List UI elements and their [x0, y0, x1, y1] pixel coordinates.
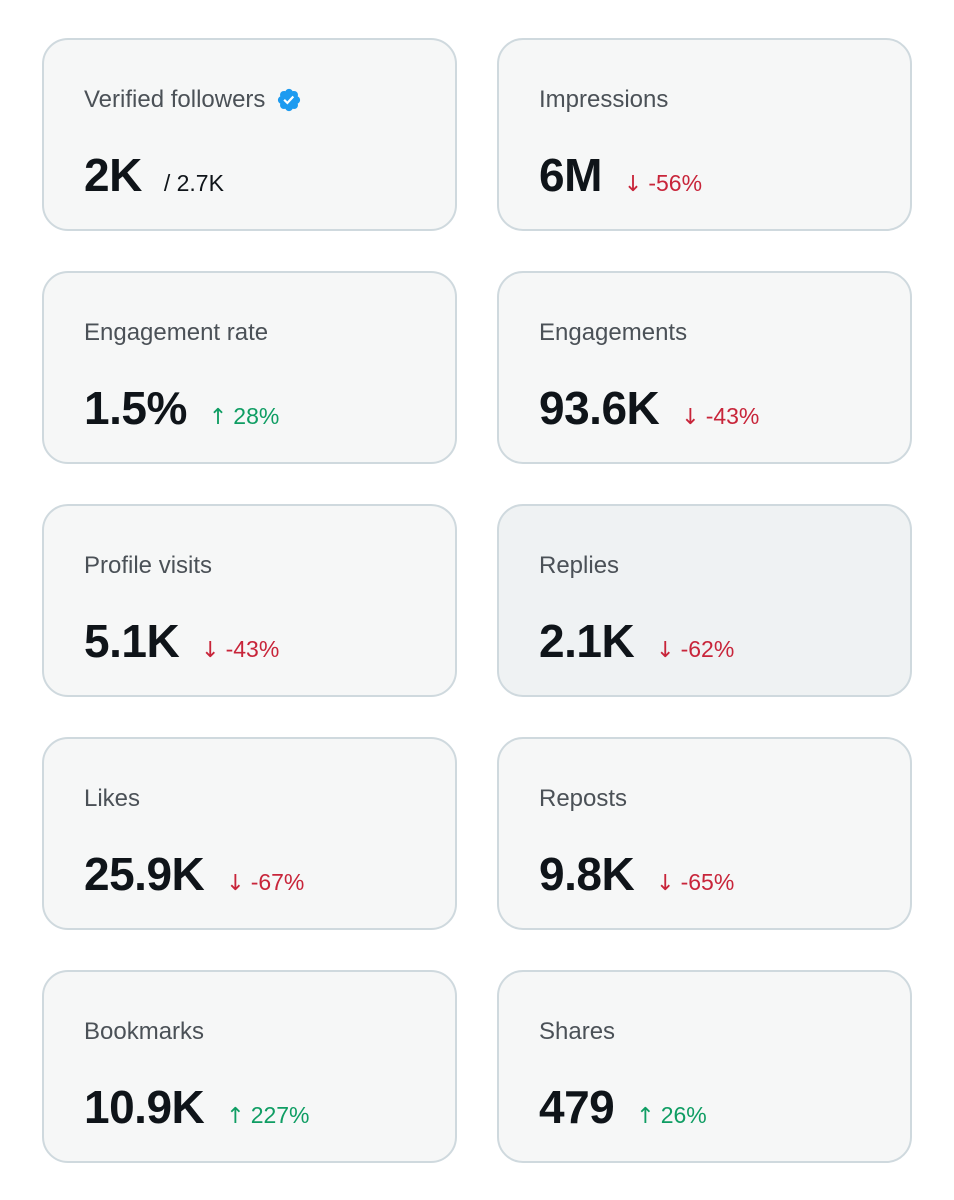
metric-value: 2K — [84, 149, 142, 201]
metric-value: 6M — [539, 149, 602, 201]
metric-label-row: Verified followers — [84, 86, 302, 114]
metrics-grid: Verified followers 2K / 2.7K Impressions… — [42, 38, 912, 1163]
metric-card-engagement-rate[interactable]: Engagement rate 1.5% ↑ 28% — [42, 271, 457, 464]
arrow-down-icon: ↓ — [656, 871, 675, 896]
metric-value-row: 1.5% ↑ 28% — [84, 381, 279, 435]
metric-change: ↑ 26% — [636, 1102, 706, 1129]
metric-change-value: -62% — [680, 636, 735, 662]
metric-label: Bookmarks — [84, 1018, 205, 1045]
metric-total: / 2.7K — [163, 170, 224, 196]
verified-badge-icon — [276, 87, 302, 113]
metric-value-row: 93.6K ↓ -43% — [539, 381, 759, 435]
metric-change: ↑ 227% — [226, 1102, 309, 1129]
metric-value: 5.1K — [84, 615, 180, 667]
metric-label: Profile visits — [84, 552, 213, 579]
metric-value-row: 5.1K ↓ -43% — [84, 614, 279, 668]
metric-change: ↓ -67% — [226, 869, 304, 896]
metric-card-shares[interactable]: Shares 479 ↑ 26% — [497, 970, 912, 1163]
metric-change: ↓ -62% — [656, 636, 734, 663]
metric-change: ↓ -65% — [656, 869, 734, 896]
metric-value: 9.8K — [539, 848, 635, 900]
metric-value-row: 9.8K ↓ -65% — [539, 847, 734, 901]
arrow-up-icon: ↑ — [208, 405, 228, 430]
metric-value-row: 25.9K ↓ -67% — [84, 847, 304, 901]
metric-change-value: 28% — [233, 403, 280, 429]
metric-label: Shares — [539, 1018, 616, 1045]
metric-change: ↓ -43% — [201, 636, 279, 663]
metric-label: Engagement rate — [84, 319, 269, 346]
metric-value-row: 10.9K ↑ 227% — [84, 1080, 310, 1134]
metric-value: 25.9K — [84, 848, 205, 900]
metric-label: Verified followers — [84, 86, 266, 113]
metric-change-value: -43% — [225, 636, 280, 662]
metric-change: ↓ -43% — [681, 403, 759, 430]
metric-change-value: -43% — [705, 403, 760, 429]
metric-label: Likes — [84, 785, 141, 812]
metric-value-row: 2.1K ↓ -62% — [539, 614, 734, 668]
metric-value: 2.1K — [539, 615, 635, 667]
arrow-down-icon: ↓ — [623, 172, 643, 197]
arrow-up-icon: ↑ — [636, 1104, 655, 1129]
metric-label: Reposts — [539, 785, 628, 812]
metric-card-verified-followers[interactable]: Verified followers 2K / 2.7K — [42, 38, 457, 231]
metric-label: Engagements — [539, 319, 688, 346]
metric-card-likes[interactable]: Likes 25.9K ↓ -67% — [42, 737, 457, 930]
arrow-down-icon: ↓ — [226, 871, 245, 896]
metric-card-bookmarks[interactable]: Bookmarks 10.9K ↑ 227% — [42, 970, 457, 1163]
metric-value-row: 6M ↓ -56% — [539, 148, 702, 202]
metric-change-value: -67% — [250, 869, 305, 895]
metric-change-value: -56% — [648, 170, 703, 196]
metric-change-value: -65% — [680, 869, 735, 895]
arrow-up-icon: ↑ — [226, 1104, 245, 1129]
metric-value: 93.6K — [539, 382, 660, 434]
metric-card-impressions[interactable]: Impressions 6M ↓ -56% — [497, 38, 912, 231]
metric-value-row: 479 ↑ 26% — [539, 1080, 707, 1134]
metric-change-value: 227% — [250, 1102, 310, 1128]
metric-card-engagements[interactable]: Engagements 93.6K ↓ -43% — [497, 271, 912, 464]
metric-change-value: 26% — [660, 1102, 707, 1128]
metric-value: 10.9K — [84, 1081, 205, 1133]
metric-label: Impressions — [539, 86, 669, 113]
metric-label: Replies — [539, 552, 620, 579]
metric-card-replies[interactable]: Replies 2.1K ↓ -62% — [497, 504, 912, 697]
metric-value: 479 — [539, 1081, 615, 1133]
metric-change: ↓ -56% — [624, 170, 702, 197]
metric-value-row: 2K / 2.7K — [84, 148, 224, 202]
metric-card-profile-visits[interactable]: Profile visits 5.1K ↓ -43% — [42, 504, 457, 697]
metric-value: 1.5% — [84, 382, 187, 434]
metric-card-reposts[interactable]: Reposts 9.8K ↓ -65% — [497, 737, 912, 930]
arrow-down-icon: ↓ — [656, 638, 675, 663]
arrow-down-icon: ↓ — [201, 638, 220, 663]
metric-change: ↑ 28% — [209, 403, 279, 430]
arrow-down-icon: ↓ — [681, 405, 700, 430]
